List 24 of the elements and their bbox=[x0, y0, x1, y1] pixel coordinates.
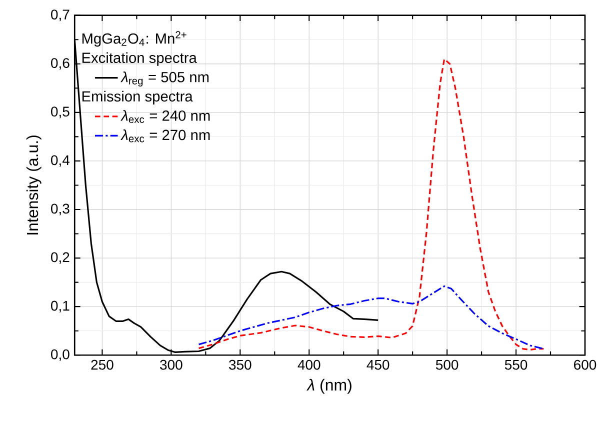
y-tick-label: 0,0 bbox=[51, 349, 70, 362]
y-tick-label: 0,2 bbox=[51, 252, 70, 264]
annotation: Emission spectra bbox=[82, 90, 193, 105]
legend-title: MgGa$_{2}$O$_{4}$: Mn$^{2+}$ bbox=[82, 31, 186, 47]
legend-label: λ$_{reg}$ = 505 nm bbox=[120, 72, 209, 87]
y-tick-label: 0,1 bbox=[51, 300, 70, 312]
y-tick-label: 0,6 bbox=[51, 58, 70, 70]
legend-label: λ$_{exc}$ = 270 nm bbox=[120, 130, 210, 142]
x-tick-label: 550 bbox=[504, 360, 528, 370]
x-tick-label: 400 bbox=[298, 360, 320, 370]
x-tick-label: 250 bbox=[91, 360, 114, 370]
x-tick-label: 450 bbox=[366, 360, 390, 370]
y-axis-title: Intensity (a.u.) bbox=[26, 136, 42, 235]
annotation: Excitation spectra bbox=[82, 52, 197, 66]
y-tick-label: 0,4 bbox=[51, 155, 70, 167]
x-axis-title: λ (nm) bbox=[306, 379, 352, 394]
y-tick-label: 0,3 bbox=[51, 204, 70, 216]
x-tick-label: 300 bbox=[160, 360, 182, 370]
x-tick-label: 500 bbox=[436, 360, 458, 370]
y-tick-label: 0,7 bbox=[51, 10, 70, 22]
x-tick-label: 350 bbox=[229, 360, 252, 370]
x-tick-label: 600 bbox=[574, 360, 596, 370]
legend-label: λ$_{exc}$ = 240 nm bbox=[120, 110, 210, 124]
y-tick-label: 0,5 bbox=[51, 106, 70, 118]
